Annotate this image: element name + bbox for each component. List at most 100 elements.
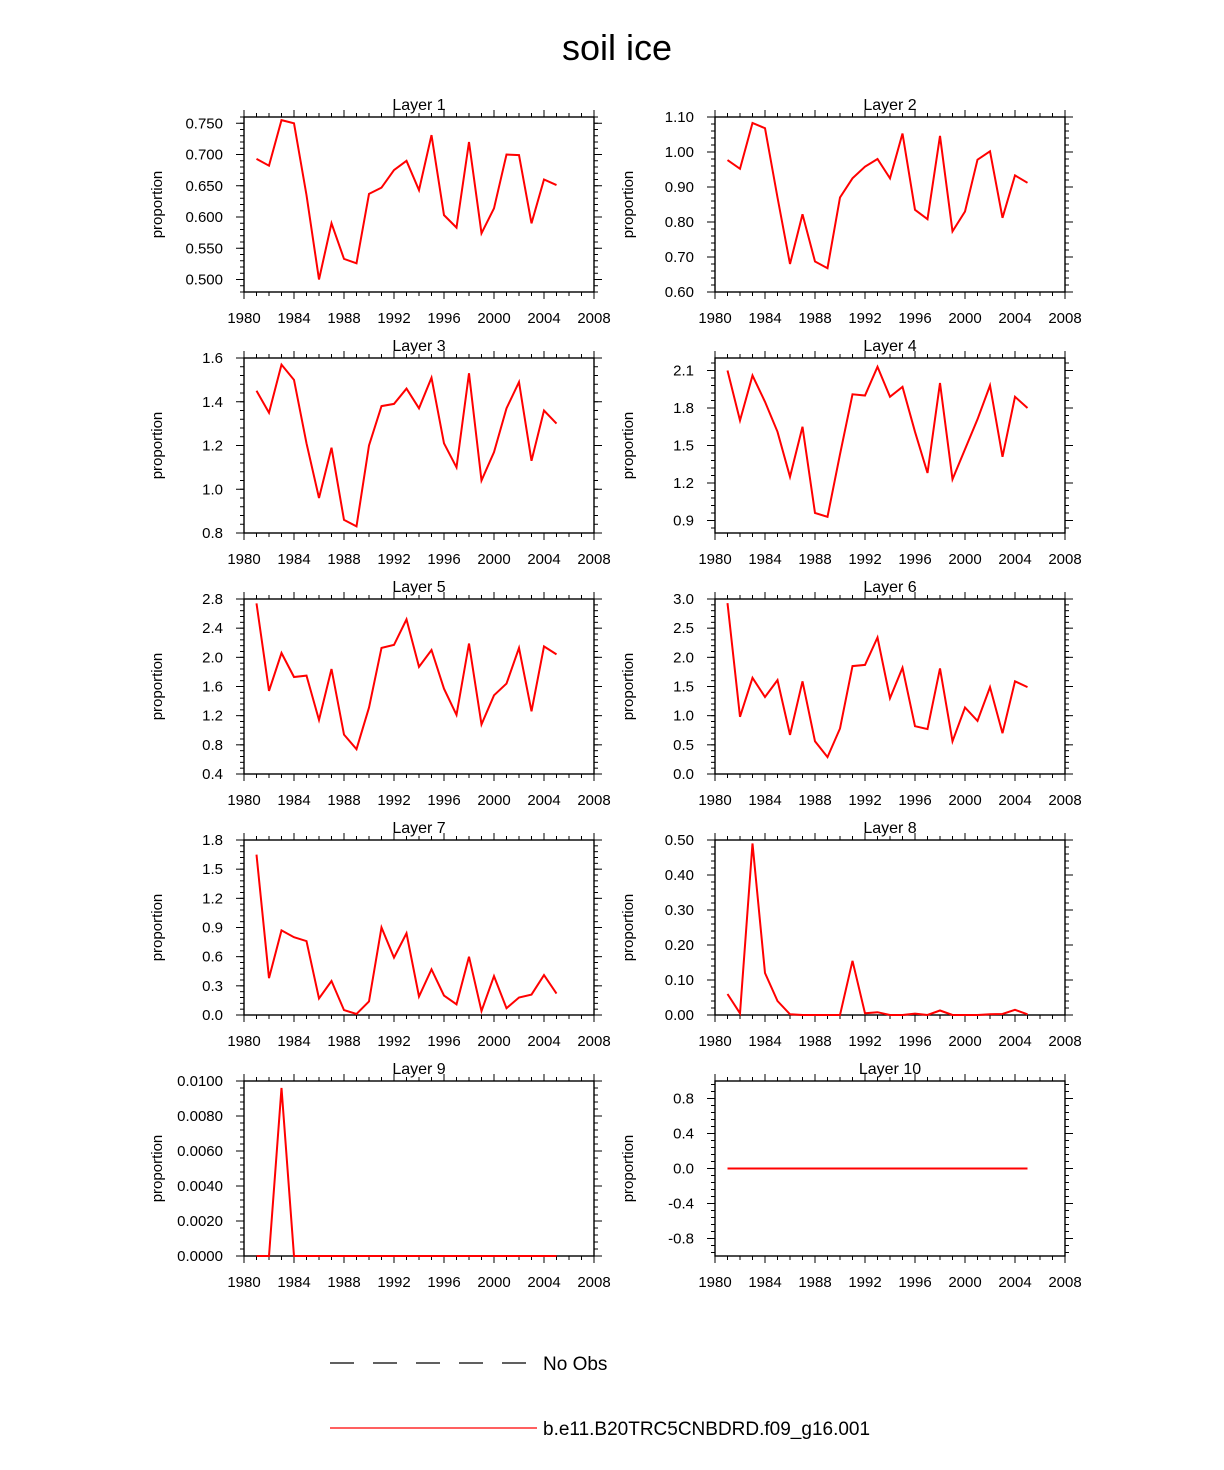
x-tick-label: 2000	[948, 792, 981, 809]
x-tick-label: 2000	[948, 1274, 981, 1291]
legend: No Obs b.e11.B20TRC5CNBDRD.f09_g16.001	[330, 1354, 870, 1440]
x-tick-label: 2004	[998, 310, 1031, 327]
panel-layer-5: Layer 5 proportion 1980 1984 1988 1992 1996 200…	[149, 579, 611, 809]
y-tick-label: 0.0000	[177, 1248, 223, 1265]
x-tick-label: 1992	[848, 310, 881, 327]
x-tick-label: 2004	[527, 1033, 560, 1050]
panel-title: Layer 9	[392, 1061, 445, 1078]
panel-layer-2: Layer 2 proportion 1980 1984 1988 1992 1996 200…	[620, 97, 1082, 327]
panel-title: Layer 1	[392, 97, 445, 114]
panel-title: Layer 8	[863, 820, 916, 837]
legend-model-label: b.e11.B20TRC5CNBDRD.f09_g16.001	[543, 1419, 870, 1440]
x-tick-label: 1992	[377, 551, 410, 568]
y-axis-label: proportion	[149, 1135, 166, 1203]
x-tick-label: 2004	[527, 1274, 560, 1291]
x-tick-label: 1980	[698, 551, 731, 568]
y-tick-label: 0.3	[202, 978, 223, 995]
panel-layer-8: Layer 8 proportion 1980 1984 1988 1992 1996 200…	[620, 820, 1082, 1050]
x-tick-label: 1980	[227, 310, 260, 327]
x-tick-label: 2004	[998, 792, 1031, 809]
y-tick-label: 0.600	[185, 209, 223, 226]
y-tick-label: 0.00	[665, 1007, 694, 1024]
y-tick-label: 0.5	[673, 737, 694, 754]
y-axis-label: proportion	[620, 894, 637, 962]
y-tick-label: 1.8	[673, 400, 694, 417]
x-tick-label: 1996	[898, 551, 931, 568]
y-tick-label: -0.4	[668, 1196, 694, 1213]
x-tick-label: 1988	[798, 792, 831, 809]
y-tick-label: 1.10	[665, 109, 694, 126]
y-tick-label: 1.4	[202, 394, 223, 411]
x-tick-label: 1980	[227, 1033, 260, 1050]
x-tick-label: 2008	[577, 551, 610, 568]
y-tick-label: 0.9	[673, 513, 694, 530]
y-tick-label: 1.6	[202, 350, 223, 367]
y-tick-label: 0.8	[673, 1091, 694, 1108]
x-tick-label: 1984	[277, 551, 310, 568]
x-tick-label: 1996	[898, 1033, 931, 1050]
panel-title: Layer 5	[392, 579, 445, 596]
series-line	[256, 118, 557, 280]
x-tick-label: 1992	[377, 310, 410, 327]
x-tick-label: 2004	[527, 551, 560, 568]
x-tick-label: 1996	[427, 1274, 460, 1291]
panel-layer-4: Layer 4 proportion 1980 1984 1988 1992 1996 200…	[620, 338, 1082, 568]
x-tick-label: 2004	[527, 792, 560, 809]
plot-frame	[714, 598, 1066, 775]
x-tick-label: 2000	[477, 551, 510, 568]
panel-layer-7: Layer 7 proportion 1980 1984 1988 1992 1996 200…	[149, 820, 611, 1050]
series-line	[255, 362, 558, 528]
x-tick-label: 1980	[227, 551, 260, 568]
y-axis-label: proportion	[149, 894, 166, 962]
x-tick-label: 1988	[798, 1274, 831, 1291]
panel-layer-1: Layer 1 proportion 1980 1984 1988 1992 1996 200…	[149, 97, 611, 327]
x-tick-label: 1988	[798, 551, 831, 568]
x-tick-label: 2000	[477, 1033, 510, 1050]
x-tick-label: 2008	[1048, 1274, 1081, 1291]
series-line	[256, 1087, 557, 1257]
x-tick-label: 1996	[898, 310, 931, 327]
x-tick-label: 1984	[748, 1033, 781, 1050]
x-tick-label: 1984	[277, 792, 310, 809]
panel-grid: Layer 1 proportion 1980 1984 1988 1992 1996 200…	[149, 97, 1082, 1291]
y-tick-label: 1.5	[673, 679, 694, 696]
y-tick-label: 0.10	[665, 972, 694, 989]
panel-layer-3: Layer 3 proportion 1980 1984 1988 1992 1996 200…	[149, 338, 611, 568]
y-tick-label: 0.0040	[177, 1178, 223, 1195]
y-tick-label: 1.6	[202, 679, 223, 696]
y-tick-label: -0.8	[668, 1231, 694, 1248]
y-tick-label: 0.40	[665, 867, 694, 884]
y-tick-label: 0.650	[185, 178, 223, 195]
x-tick-label: 1984	[748, 310, 781, 327]
y-tick-label: 0.700	[185, 147, 223, 164]
x-tick-label: 1988	[798, 1033, 831, 1050]
y-tick-label: 2.4	[202, 620, 223, 637]
x-tick-label: 1988	[327, 1033, 360, 1050]
x-tick-label: 1980	[227, 792, 260, 809]
y-tick-label: 0.0	[673, 1161, 694, 1178]
x-tick-label: 1988	[327, 792, 360, 809]
x-tick-label: 2008	[1048, 310, 1081, 327]
x-tick-label: 2000	[948, 551, 981, 568]
x-tick-label: 2000	[477, 310, 510, 327]
x-tick-label: 1996	[427, 792, 460, 809]
x-tick-label: 2004	[998, 551, 1031, 568]
x-tick-label: 1984	[277, 310, 310, 327]
y-tick-label: 1.2	[202, 890, 223, 907]
x-tick-label: 1992	[377, 1274, 410, 1291]
x-tick-label: 2004	[527, 310, 560, 327]
y-tick-label: 0.750	[185, 115, 223, 132]
y-tick-label: 1.5	[673, 438, 694, 455]
x-tick-label: 1980	[698, 1033, 731, 1050]
panel-layer-10: Layer 10 proportion 1980 1984 1988 1992 1996 20…	[620, 1061, 1082, 1291]
x-tick-label: 2004	[998, 1033, 1031, 1050]
x-tick-label: 2008	[1048, 551, 1081, 568]
x-tick-label: 1984	[277, 1274, 310, 1291]
y-tick-label: 0.90	[665, 179, 694, 196]
y-tick-label: 0.0100	[177, 1073, 223, 1090]
panel-layer-9: Layer 9 proportion 1980 1984 1988 1992 1996 200…	[149, 1061, 611, 1291]
y-tick-label: 1.8	[202, 832, 223, 849]
plot-frame	[243, 357, 595, 534]
panel-title: Layer 4	[863, 338, 916, 355]
